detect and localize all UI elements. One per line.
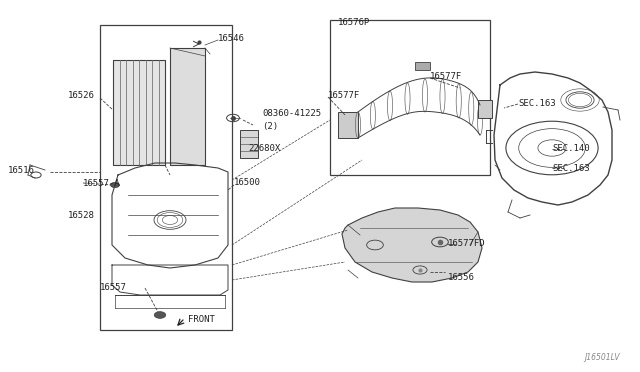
Circle shape xyxy=(154,312,166,318)
Text: J16501LV: J16501LV xyxy=(584,353,620,362)
Circle shape xyxy=(111,182,120,187)
Bar xyxy=(113,60,165,165)
Text: 16576P: 16576P xyxy=(338,17,371,26)
Bar xyxy=(330,20,490,175)
Text: 16557-A: 16557-A xyxy=(83,179,120,187)
Text: SEC.140: SEC.140 xyxy=(552,144,589,153)
Text: FRONT: FRONT xyxy=(188,315,215,324)
Text: 16500: 16500 xyxy=(234,177,261,186)
Text: 16516: 16516 xyxy=(8,166,35,174)
Text: SEC.163: SEC.163 xyxy=(518,99,556,108)
Bar xyxy=(415,62,430,70)
Text: 22680X: 22680X xyxy=(248,144,280,153)
Bar xyxy=(240,130,258,158)
Text: 16526: 16526 xyxy=(68,90,95,99)
Text: 16556: 16556 xyxy=(448,273,475,282)
Text: SEC.163: SEC.163 xyxy=(552,164,589,173)
Polygon shape xyxy=(342,208,482,282)
Text: 16577F: 16577F xyxy=(430,71,462,80)
Text: 16528: 16528 xyxy=(68,211,95,219)
Bar xyxy=(100,25,232,330)
Bar xyxy=(338,112,358,138)
Text: 16577FD: 16577FD xyxy=(448,240,486,248)
Text: 16546: 16546 xyxy=(218,33,245,42)
Text: 16577F: 16577F xyxy=(328,90,360,99)
Bar xyxy=(170,48,205,165)
Bar xyxy=(478,100,492,118)
Text: 16557: 16557 xyxy=(100,283,127,292)
Text: 08360-41225: 08360-41225 xyxy=(262,109,321,119)
Text: (2): (2) xyxy=(262,122,278,131)
